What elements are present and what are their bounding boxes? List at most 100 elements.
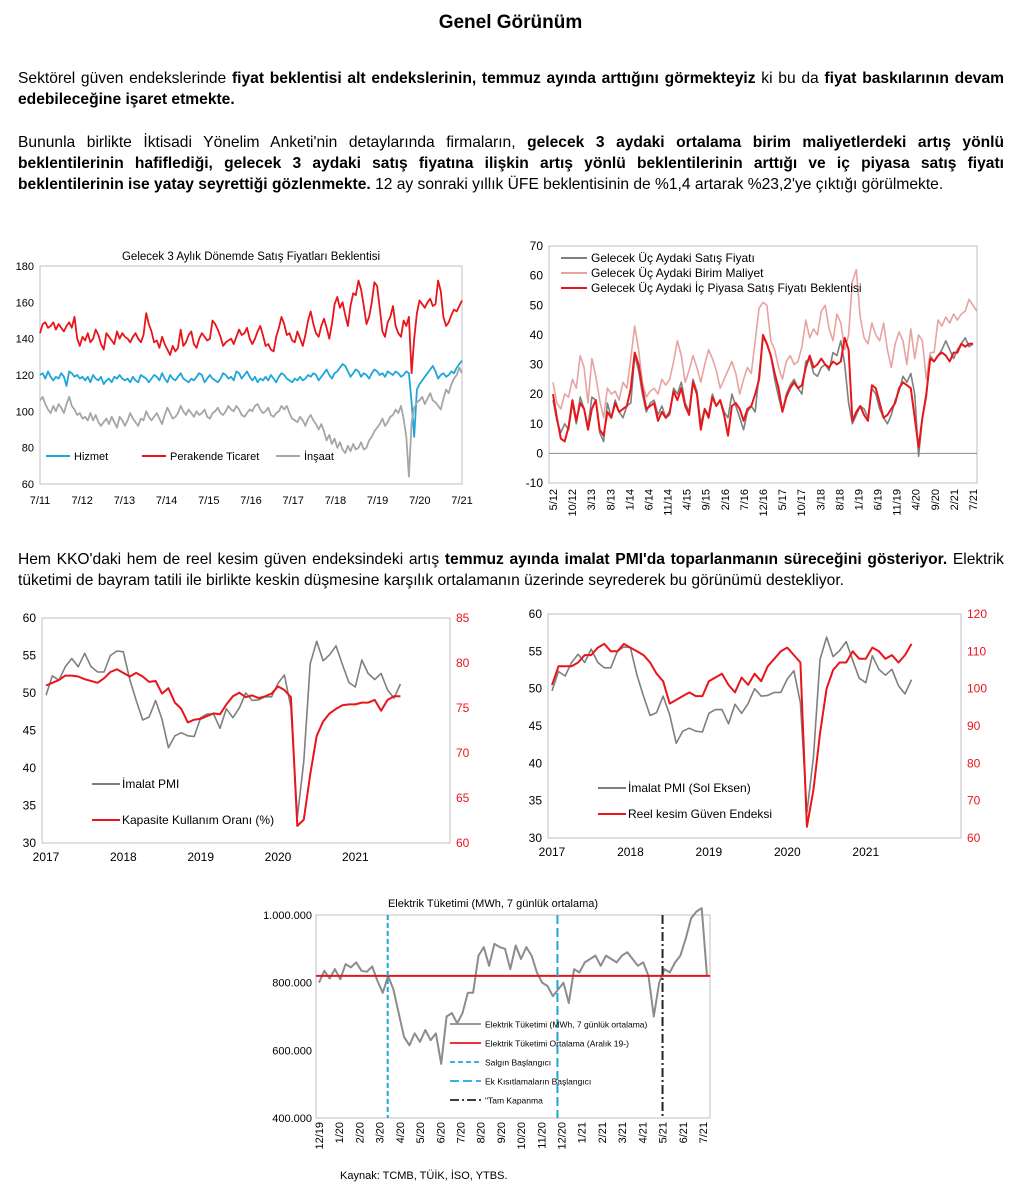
legend-label: Elektrik Tüketimi Ortalama (Aralık 19-) [485,1039,629,1049]
x-tick-label: 11/14 [663,489,675,516]
x-tick-label: 7/19 [367,495,388,507]
y-left-tick-label: 35 [529,794,543,808]
x-tick-label: 7/16 [739,489,751,510]
x-tick-label: 2017 [33,850,60,864]
chart-pmi-capacity: 30 35 40 45 50 55 60 60 65 70 75 80 85 2017 2018 2019 20… [23,611,470,864]
legend-label: Salgın Başlangıcı [485,1058,551,1068]
y-left-tick-label: 50 [529,682,543,696]
x-tick-label: 10/20 [516,1122,528,1150]
x-tick-label: 3/13 [586,489,598,510]
y-left-tick-label: 60 [529,607,543,621]
legend-label: Reel kesim Güven Endeksi [628,807,772,821]
series-line [552,268,978,419]
series-line [39,279,463,375]
y-right-tick-label: 90 [967,719,981,733]
x-tick-label: 9/20 [496,1122,508,1143]
text-run: gelecek 3 aydaki ortalama birim maliyetl… [18,134,1004,193]
x-tick-label: 6/19 [873,489,885,510]
x-tick-label: 6/21 [678,1122,690,1143]
x-tick-label: 2018 [617,845,644,859]
legend-label: "Tam Kapanma [485,1096,543,1106]
x-tick-label: 2018 [110,850,137,864]
series-line [39,366,463,478]
series-line [551,636,913,814]
chart-three-month-expectations: -10 0 10 20 30 40 50 60 70 5/12 10/12 3/13 8/13 1/14 6… [526,239,980,517]
legend-label: Perakende Ticaret [170,451,259,463]
legend-label: İnşaat [304,450,334,463]
series-line [551,642,913,828]
x-tick-label: 5/17 [777,489,789,510]
series-line [552,337,974,458]
y-tick-label: 1.000.000 [263,910,312,922]
page-title: Genel Görünüm [438,12,583,33]
y-right-tick-label: 75 [456,701,470,715]
y-tick-label: 120 [16,370,34,382]
x-tick-label: 4/15 [682,489,694,510]
x-tick-label: 2021 [342,850,369,864]
y-tick-label: 70 [530,239,544,253]
x-tick-label: 7/16 [240,495,261,507]
y-left-tick-label: 50 [23,686,37,700]
x-tick-label: 8/20 [476,1122,488,1143]
x-tick-label: 2017 [539,845,566,859]
text-run: temmuz ayında imalat PMI'da toparlanmanı… [444,551,948,568]
series-line [45,640,402,819]
x-tick-label: 3/21 [617,1122,629,1143]
text-run: Elektrik tüketimi de bayram tatili ile b… [18,551,1004,589]
legend-label: Hizmet [74,451,108,463]
text-run: 12 ay sonraki yıllık ÜFE beklentisinin d… [370,176,944,193]
plot-frame [315,914,711,1119]
text-run: Sektörel güven endekslerinde [18,70,232,87]
x-tick-label: 12/20 [557,1122,569,1150]
x-tick-label: 2/20 [354,1122,366,1143]
y-right-tick-label: 70 [456,746,470,760]
x-tick-label: 6/20 [435,1122,447,1143]
legend-label: Kapasite Kullanım Oranı (%) [122,813,274,827]
text-run: Bununla birlikte İktisadi Yönelim Anketi… [18,134,528,151]
x-tick-label: 2019 [187,850,214,864]
x-tick-label: 11/20 [536,1122,548,1149]
y-tick-label: 30 [530,358,544,372]
series-line [552,333,973,449]
legend-label: Ek Kısıtlamaların Başlangıcı [485,1077,591,1087]
legend-label: Gelecek Üç Aydaki Satış Fiyatı [591,251,755,265]
x-tick-label: 3/20 [375,1122,387,1143]
series-line [45,668,401,827]
y-right-tick-label: 80 [967,756,981,770]
x-tick-label: 7/20 [455,1122,467,1143]
y-left-tick-label: 45 [529,719,543,733]
paragraph-2: Bununla birlikte İktisadi Yönelim Anketi… [18,132,1004,195]
y-right-tick-label: 70 [967,794,981,808]
x-tick-label: 2/21 [597,1122,609,1143]
legend-label: Gelecek Üç Aydaki İç Piyasa Satış Fiyatı… [591,281,862,295]
legend-label: Elektrik Tüketimi (MWh, 7 günlük ortalam… [485,1020,648,1030]
chart-pmi-real-sector: 30 35 40 45 50 55 60 60 70 80 90 100 110 120 2017 2018 2… [529,607,988,859]
chart-title: Gelecek 3 Aylık Dönemde Satış Fiyatları … [122,251,380,263]
legend-label: Gelecek Üç Aydaki Birim Maliyet [591,266,764,280]
x-tick-label: 10/17 [796,489,808,517]
y-left-tick-label: 45 [23,724,37,738]
text-run: fiyat beklentisi alt endekslerinin, temm… [231,70,756,87]
legend-label: İmalat PMI (Sol Eksen) [628,781,751,795]
y-tick-label: 20 [530,387,544,401]
y-tick-label: 140 [16,334,34,346]
x-tick-label: 7/18 [325,495,346,507]
y-tick-label: 0 [536,446,543,460]
y-right-tick-label: 80 [456,656,470,670]
x-tick-label: 7/21 [451,495,472,507]
chart-electricity: Elektrik Tüketimi (MWh, 7 günlük ortalam… [263,898,711,1150]
x-tick-label: 9/20 [930,489,942,510]
x-tick-label: 2019 [696,845,723,859]
x-tick-label: 7/15 [198,495,219,507]
plot-frame [41,617,451,844]
y-tick-label: 800.000 [272,978,312,990]
chart-sales-price-expectation: Gelecek 3 Aylık Dönemde Satış Fiyatları … [16,251,473,507]
x-tick-label: 8/18 [834,489,846,510]
x-tick-label: 3/18 [815,489,827,510]
paragraph-3: Hem KKO'daki hem de reel kesim güven end… [18,549,1004,591]
x-tick-label: 2/21 [949,489,961,510]
y-left-tick-label: 30 [529,831,543,845]
x-tick-label: 10/12 [567,489,579,517]
x-tick-label: 4/20 [395,1122,407,1143]
y-tick-label: -10 [526,476,544,490]
